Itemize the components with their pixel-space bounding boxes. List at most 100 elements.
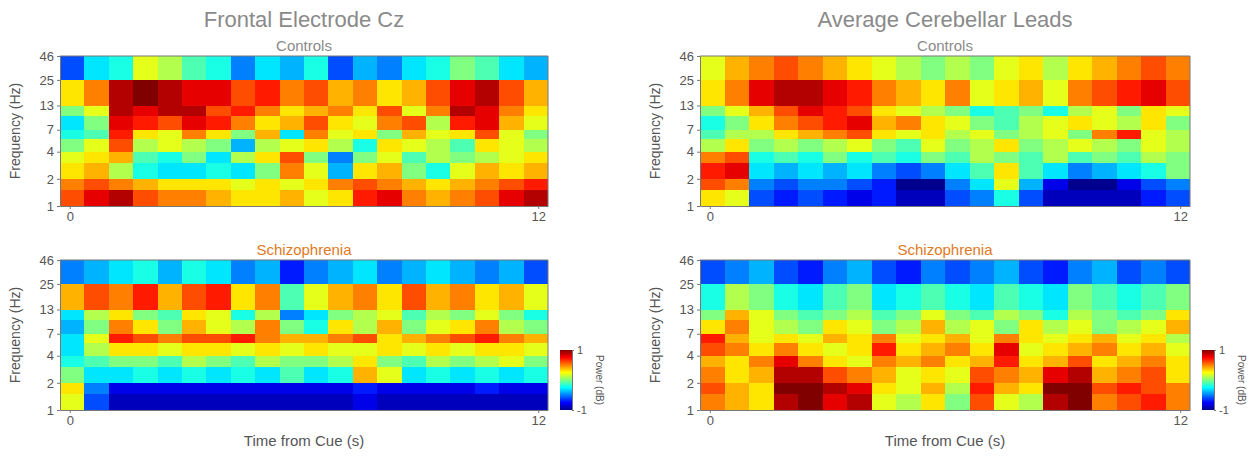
y-axis-tick-mark [57, 356, 60, 357]
heatmap-cell [377, 106, 401, 116]
heatmap-cell [328, 106, 352, 116]
heatmap-cell [60, 56, 84, 80]
heatmap-cell [133, 320, 157, 334]
heatmap-cell [475, 320, 499, 334]
plot-frame [60, 260, 548, 261]
panel-title: Controls [917, 37, 973, 54]
y-axis-tick-label: 1 [687, 403, 694, 418]
heatmap-cell [280, 394, 304, 410]
heatmap-cell [450, 163, 474, 179]
heatmap-cell [921, 383, 946, 394]
heatmap-cell [524, 310, 548, 320]
heatmap-cell [231, 310, 255, 320]
heatmap-cell [280, 310, 304, 320]
heatmap-cell [872, 383, 897, 394]
heatmap-cell [774, 310, 799, 320]
heatmap-cell [304, 152, 328, 163]
heatmap-cell [499, 179, 523, 190]
heatmap-cell [206, 260, 230, 284]
heatmap-cell [475, 356, 499, 367]
heatmap-cell [182, 80, 206, 106]
heatmap-cell [872, 190, 897, 206]
heatmap-cell [377, 152, 401, 163]
heatmap-cell [60, 163, 84, 179]
panel: 0121247132546SchizophreniaFrequency (Hz)… [647, 241, 1247, 449]
heatmap-cell [182, 116, 206, 130]
heatmap-cell [109, 80, 133, 106]
y-axis-tick: 4 [47, 348, 60, 363]
heatmap-cell [280, 130, 304, 139]
heatmap-cell [921, 310, 946, 320]
heatmap-cell [84, 320, 108, 334]
heatmap-cell [133, 394, 157, 410]
y-axis-tick: 2 [47, 376, 60, 391]
heatmap-cell [499, 356, 523, 367]
heatmap-cell [896, 106, 921, 116]
heatmap-cell [426, 80, 450, 106]
heatmap-cell [847, 394, 872, 410]
heatmap-cell [353, 56, 377, 80]
heatmap-cell [377, 139, 401, 151]
y-axis-tick-mark [697, 206, 700, 207]
x-axis-line [701, 410, 1191, 411]
y-axis-tick-mark [57, 152, 60, 153]
heatmap-cell [206, 80, 230, 106]
y-axis-tick: 4 [687, 348, 700, 363]
heatmap-cell [896, 163, 921, 179]
heatmap-cell [182, 179, 206, 190]
heatmap-cell [450, 356, 474, 367]
heatmap-cell [402, 394, 426, 410]
heatmap-cell [499, 383, 523, 394]
heatmap-cell [475, 106, 499, 116]
heatmap-cell [109, 343, 133, 355]
y-axis-tick-mark [57, 130, 60, 131]
plot-frame [548, 56, 549, 206]
y-axis-tick: 4 [687, 144, 700, 159]
heatmap-cell [353, 130, 377, 139]
heatmap-cell [158, 334, 182, 343]
heatmap-cell [1092, 190, 1117, 206]
heatmap-cell [328, 356, 352, 367]
heatmap-cell [450, 190, 474, 206]
heatmap-cell [377, 260, 401, 284]
heatmap-cell [725, 320, 750, 334]
heatmap-cell [377, 334, 401, 343]
heatmap-cell [328, 130, 352, 139]
heatmap-cell [231, 152, 255, 163]
heatmap-cell [896, 320, 921, 334]
y-axis-tick: 4 [47, 144, 60, 159]
heatmap-cell [872, 106, 897, 116]
heatmap-cell [1166, 190, 1191, 206]
x-axis-tick-label: 12 [1173, 413, 1187, 428]
x-axis-line [701, 206, 1191, 207]
heatmap-cell [206, 116, 230, 130]
heatmap-cell [255, 179, 279, 190]
heatmap-cell [970, 394, 995, 410]
heatmap-cell [1166, 106, 1191, 116]
colorbar-axis-tick-mark [572, 410, 574, 411]
heatmap-cell [823, 310, 848, 320]
heatmap-cell [426, 334, 450, 343]
heatmap-cell [158, 356, 182, 367]
heatmap-cell [426, 320, 450, 334]
heatmap-cell [206, 334, 230, 343]
heatmap-cell [475, 394, 499, 410]
heatmap-cell [1019, 284, 1044, 310]
heatmap-cell [847, 152, 872, 163]
heatmap-cell [970, 260, 995, 284]
heatmap-cell [426, 163, 450, 179]
heatmap-cell [304, 343, 328, 355]
heatmap-cell [798, 383, 823, 394]
y-axis-tick-label: 2 [687, 172, 694, 187]
y-axis-tick: 2 [687, 376, 700, 391]
heatmap-cell [896, 139, 921, 151]
heatmap-cell [749, 163, 774, 179]
heatmap-cell [206, 394, 230, 410]
heatmap-cell [182, 152, 206, 163]
heatmap-cell [499, 320, 523, 334]
y-axis-tick: 2 [47, 172, 60, 187]
heatmap-cell [725, 152, 750, 163]
y-axis-tick: 46 [40, 253, 60, 268]
y-axis-tick-label: 7 [687, 326, 694, 341]
y-axis-tick-label: 7 [687, 122, 694, 137]
